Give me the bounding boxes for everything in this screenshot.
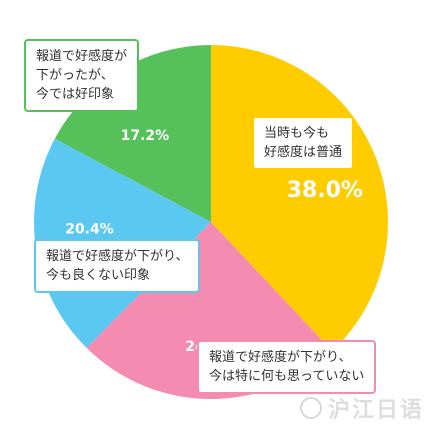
pie-percent-label-2: 20.4% (65, 222, 114, 238)
callout-slice-3: 報道で好感度が 下がったが、 今では好印象 (24, 39, 140, 112)
pie-percent-label-0: 38.0% (287, 178, 363, 203)
callout-slice-0: 当時も今も 好感度は普通 (252, 116, 355, 170)
pie-slice-3 (54, 45, 211, 222)
callout-slice-2: 報道で好感度が下がり、 今も良くない印象 (34, 239, 201, 293)
hujiang-logo-icon (299, 397, 322, 419)
watermark-text: 沪江日语 (327, 398, 424, 423)
watermark: 沪江日语 (299, 392, 424, 424)
callout-slice-1: 報道で好感度が下がり、 今は特に何も思っていない (197, 340, 377, 394)
pie-percent-label-3: 17.2% (121, 128, 170, 144)
